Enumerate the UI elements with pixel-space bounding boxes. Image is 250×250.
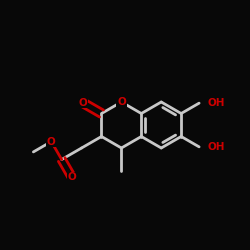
Text: O: O	[117, 97, 126, 107]
Text: OH: OH	[207, 142, 224, 152]
Text: O: O	[47, 136, 56, 146]
Text: OH: OH	[207, 98, 224, 108]
Text: O: O	[78, 98, 87, 108]
Text: O: O	[68, 172, 76, 182]
